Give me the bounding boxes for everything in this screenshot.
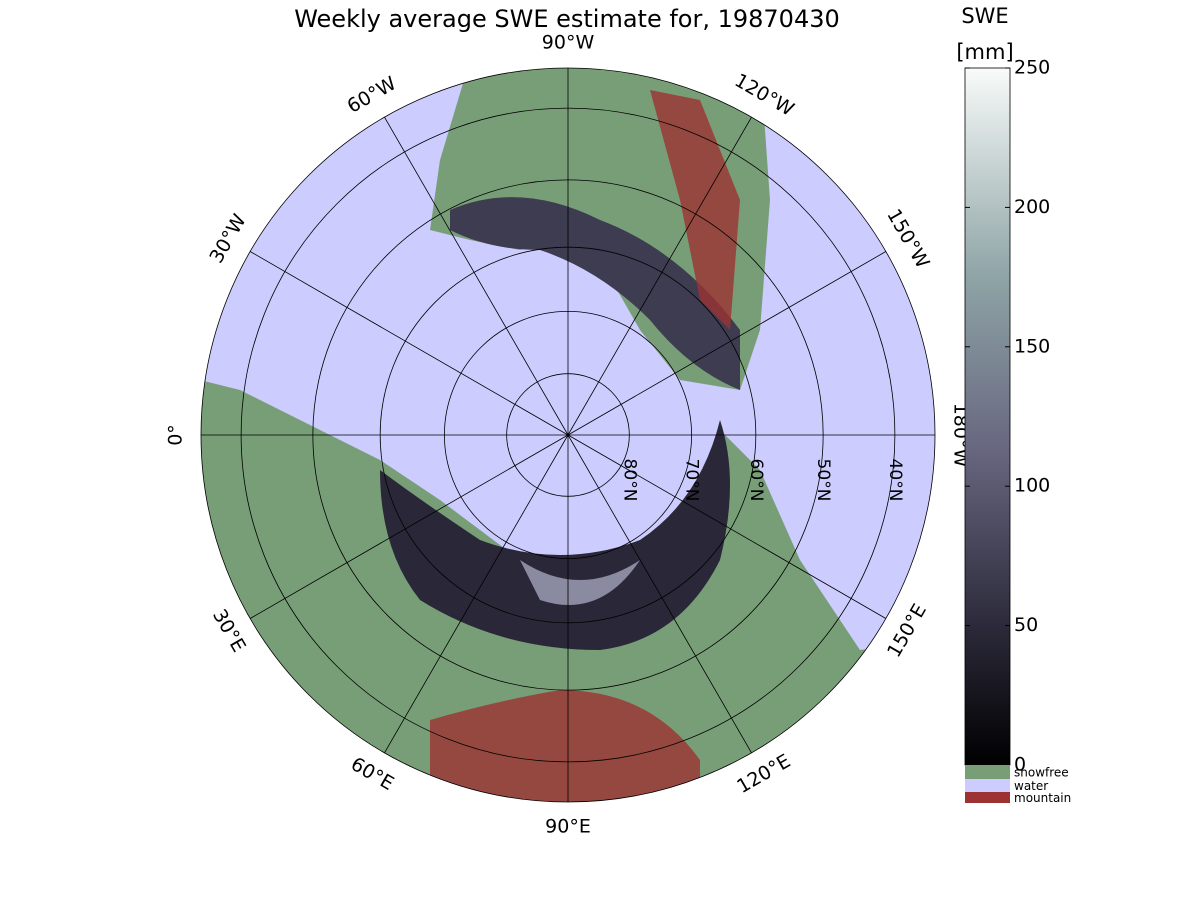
longitude-label: 60°W xyxy=(344,72,401,117)
latitude-label: 40°N xyxy=(885,459,905,502)
latitude-label: 80°N xyxy=(619,459,639,502)
colorbar-unit: [mm] xyxy=(956,40,1013,64)
longitude-line xyxy=(384,434,569,754)
legend-label: mountain xyxy=(1014,791,1071,805)
map: 80°N 70°N 60°N 50°N 40°N90°W120°W150°W180°W1… xyxy=(165,32,972,838)
legend-label: water xyxy=(1014,779,1048,793)
colorbar-tick-label: 150 xyxy=(1014,335,1050,357)
legend-swatch xyxy=(965,779,1010,792)
mountain-rockies xyxy=(650,90,740,330)
latitude-label: 50°N xyxy=(813,459,833,502)
mountain-asia xyxy=(430,690,700,802)
longitude-line xyxy=(249,251,569,436)
latitude-label: 60°N xyxy=(746,459,766,502)
colorbar-scale xyxy=(964,67,1011,766)
longitude-line xyxy=(567,434,887,619)
longitude-label: 30°W xyxy=(205,210,250,267)
colorbar-tick-label: 100 xyxy=(1014,475,1050,497)
colorbar-title: SWE xyxy=(961,4,1008,28)
longitude-label: 30°E xyxy=(208,605,250,656)
snow-america xyxy=(450,197,740,390)
colorbar-tick-label: 50 xyxy=(1014,614,1038,636)
longitude-label: 0° xyxy=(165,424,187,446)
snow-deep xyxy=(520,560,640,605)
legend-swatch xyxy=(965,792,1010,803)
colorbar-tick-label: 250 xyxy=(1014,57,1050,79)
longitude-label: 90°E xyxy=(545,816,591,838)
latitude-label: 70°N xyxy=(682,459,702,502)
legend-label: snowfree xyxy=(1014,766,1069,780)
longitude-line xyxy=(384,116,569,436)
longitude-line xyxy=(567,434,752,754)
longitude-label: 90°W xyxy=(542,32,595,54)
colorbar-tick-label: 200 xyxy=(1014,196,1050,218)
longitude-line xyxy=(567,251,887,436)
longitude-line xyxy=(249,434,569,619)
colorbar-tick-label: 0 xyxy=(1014,754,1026,776)
colorbar: SWE [mm] 0 50 100 150 200 250 snowfreewatermou… xyxy=(956,4,1071,805)
longitude-label: 60°E xyxy=(347,753,398,795)
legend-swatch xyxy=(965,765,1010,779)
map-fill xyxy=(201,68,935,802)
snow-eurasia xyxy=(380,420,730,650)
longitude-line xyxy=(567,116,752,436)
title: Weekly average SWE estimate for, 1987043… xyxy=(294,5,840,33)
